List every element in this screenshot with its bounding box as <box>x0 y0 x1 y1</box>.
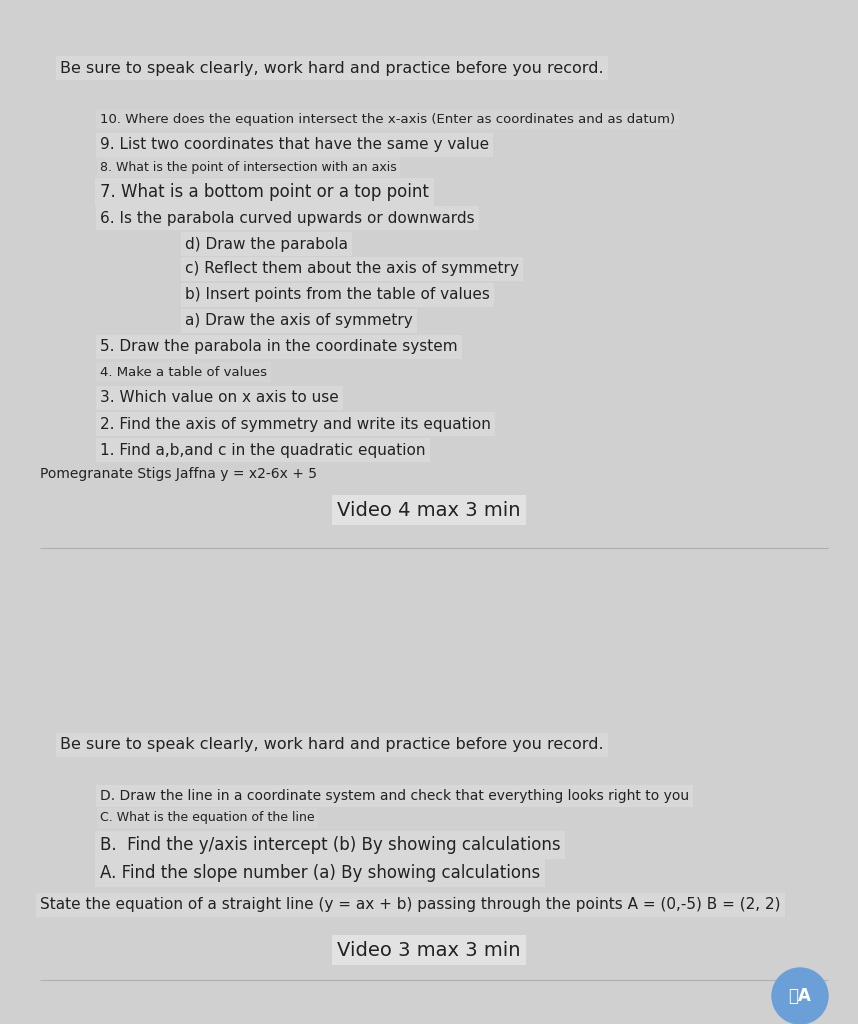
Text: 3. Which value on x axis to use: 3. Which value on x axis to use <box>100 390 339 406</box>
Text: a) Draw the axis of symmetry: a) Draw the axis of symmetry <box>185 313 413 329</box>
Text: 2. Find the axis of symmetry and write its equation: 2. Find the axis of symmetry and write i… <box>100 417 491 431</box>
Text: 4. Make a table of values: 4. Make a table of values <box>100 366 267 379</box>
Text: c) Reflect them about the axis of symmetry: c) Reflect them about the axis of symmet… <box>185 261 519 276</box>
Text: 文A: 文A <box>789 987 812 1005</box>
Text: B.  Find the y/axis intercept (b) By showing calculations: B. Find the y/axis intercept (b) By show… <box>100 836 560 854</box>
Text: D. Draw the line in a coordinate system and check that everything looks right to: D. Draw the line in a coordinate system … <box>100 790 689 803</box>
Text: A. Find the slope number (a) By showing calculations: A. Find the slope number (a) By showing … <box>100 864 541 882</box>
Text: Video 3 max 3 min: Video 3 max 3 min <box>337 940 521 959</box>
Circle shape <box>772 968 828 1024</box>
Text: C. What is the equation of the line: C. What is the equation of the line <box>100 811 315 824</box>
Text: 8. What is the point of intersection with an axis: 8. What is the point of intersection wit… <box>100 161 396 173</box>
Text: 9. List two coordinates that have the same y value: 9. List two coordinates that have the sa… <box>100 137 489 153</box>
Text: 1. Find a,b,and c in the quadratic equation: 1. Find a,b,and c in the quadratic equat… <box>100 442 426 458</box>
Text: d) Draw the parabola: d) Draw the parabola <box>185 237 348 252</box>
Text: Be sure to speak clearly, work hard and practice before you record.: Be sure to speak clearly, work hard and … <box>60 737 604 753</box>
Text: Video 4 max 3 min: Video 4 max 3 min <box>337 501 521 519</box>
Text: Be sure to speak clearly, work hard and practice before you record.: Be sure to speak clearly, work hard and … <box>60 60 604 76</box>
Text: 6. Is the parabola curved upwards or downwards: 6. Is the parabola curved upwards or dow… <box>100 211 474 225</box>
Text: State the equation of a straight line (y = ax + b) passing through the points A : State the equation of a straight line (y… <box>40 897 781 912</box>
Text: b) Insert points from the table of values: b) Insert points from the table of value… <box>185 288 490 302</box>
Text: 10. Where does the equation intersect the x-axis (Enter as coordinates and as da: 10. Where does the equation intersect th… <box>100 113 675 126</box>
Text: Pomegranate Stigs Jaffna y = x2-6x + 5: Pomegranate Stigs Jaffna y = x2-6x + 5 <box>40 467 317 481</box>
Text: 7. What is a bottom point or a top point: 7. What is a bottom point or a top point <box>100 183 429 201</box>
Text: 5. Draw the parabola in the coordinate system: 5. Draw the parabola in the coordinate s… <box>100 340 457 354</box>
